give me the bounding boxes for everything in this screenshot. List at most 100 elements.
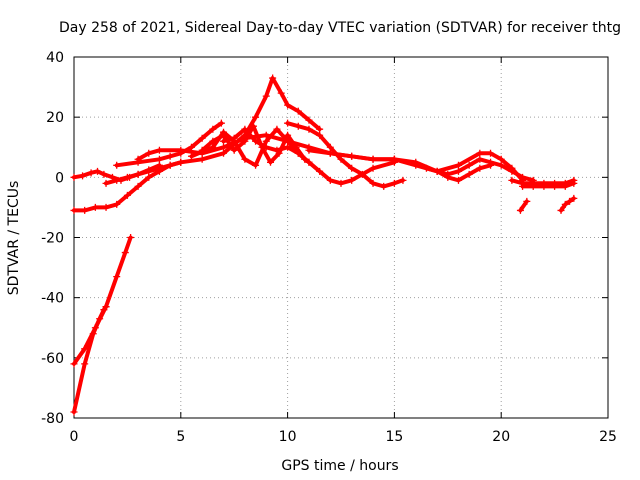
data-point	[145, 173, 153, 181]
data-point	[476, 149, 484, 157]
data-point	[241, 137, 249, 145]
data-point	[305, 158, 313, 166]
y-tick-label: -80	[41, 411, 64, 427]
data-point	[134, 182, 142, 190]
data-point	[465, 170, 473, 178]
data-point	[551, 182, 559, 190]
data-point	[81, 345, 89, 353]
y-tick-label: 0	[55, 170, 64, 186]
data-point	[284, 143, 292, 151]
data-point	[102, 179, 110, 187]
data-point	[209, 137, 217, 145]
data-point	[262, 92, 270, 100]
data-point	[390, 155, 398, 163]
data-point	[123, 191, 131, 199]
data-point	[155, 164, 163, 172]
x-axis-label: GPS time / hours	[281, 458, 398, 474]
data-point	[113, 176, 121, 184]
y-axis-label: SDTVAR / TECUs	[6, 181, 22, 296]
data-point	[273, 125, 281, 133]
data-point	[305, 125, 313, 133]
data-point	[316, 167, 324, 175]
data-point	[519, 182, 527, 190]
data-point	[277, 89, 285, 97]
data-point	[422, 164, 430, 172]
data-point	[566, 197, 574, 205]
data-point	[516, 206, 524, 214]
series-arc-b	[70, 234, 135, 368]
series-arc-s	[557, 194, 578, 214]
data-point	[267, 158, 275, 166]
data-point	[209, 143, 217, 151]
chart-title: Day 258 of 2021, Sidereal Day-to-day VTE…	[59, 20, 621, 36]
data-point	[121, 249, 129, 257]
data-point	[123, 173, 131, 181]
data-point	[523, 197, 531, 205]
data-point	[326, 176, 334, 184]
series-arc-h	[177, 74, 324, 166]
data-point	[166, 152, 174, 160]
data-point	[476, 155, 484, 163]
data-point	[294, 107, 302, 115]
data-point	[348, 164, 356, 172]
data-point	[220, 131, 228, 139]
axis-ticks: 0 5 10 15 20 25 -80 -60 -40 -20 0 20 40	[41, 50, 617, 445]
data-point	[155, 155, 163, 163]
data-point	[390, 179, 398, 187]
data-point	[487, 161, 495, 169]
data-point	[326, 143, 334, 151]
x-tick-label: 20	[492, 429, 510, 445]
data-point	[454, 167, 462, 175]
data-point	[294, 122, 302, 130]
data-point	[348, 152, 356, 160]
series-band	[178, 76, 322, 165]
data-point	[557, 206, 565, 214]
data-point	[241, 155, 249, 163]
data-point	[399, 176, 407, 184]
data-point	[230, 134, 238, 142]
y-tick-label: -60	[41, 351, 64, 367]
data-point	[294, 149, 302, 157]
data-point	[220, 149, 228, 157]
data-point	[79, 172, 87, 180]
data-point	[433, 167, 441, 175]
data-point	[70, 173, 78, 181]
data-point	[454, 176, 462, 184]
data-point	[262, 131, 270, 139]
data-point	[465, 161, 473, 169]
data-point	[497, 161, 505, 169]
data-point	[519, 173, 527, 181]
data-point	[177, 158, 185, 166]
x-tick-label: 25	[599, 429, 617, 445]
data-point	[113, 273, 121, 281]
data-point	[412, 161, 420, 169]
series-band	[200, 124, 307, 165]
data-point	[570, 179, 578, 187]
data-point	[102, 303, 110, 311]
data-point	[348, 176, 356, 184]
data-point	[337, 179, 345, 187]
data-point	[369, 164, 377, 172]
data-point	[284, 131, 292, 139]
series-arc-q	[519, 179, 578, 190]
data-point	[316, 125, 324, 133]
data-point	[198, 146, 206, 154]
data-point	[155, 146, 163, 154]
series-band	[518, 199, 529, 213]
data-point	[198, 155, 206, 163]
data-point	[454, 161, 462, 169]
data-point	[252, 113, 260, 121]
y-tick-label: 20	[46, 110, 64, 126]
data-point	[187, 143, 195, 151]
data-point	[81, 360, 89, 368]
data-point	[444, 173, 452, 181]
data-point	[326, 149, 334, 157]
data-point	[241, 125, 249, 133]
data-point	[540, 182, 548, 190]
data-point	[102, 203, 110, 211]
data-point	[217, 119, 225, 127]
data-point	[70, 360, 78, 368]
data-point	[209, 125, 217, 133]
data-point	[262, 137, 270, 145]
